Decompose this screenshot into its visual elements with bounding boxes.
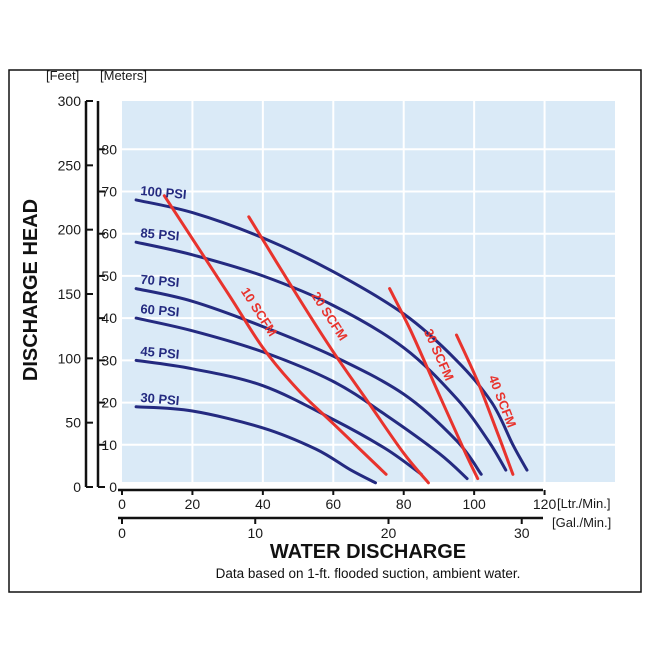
y-axis-title: DISCHARGE HEAD [20, 199, 42, 381]
liters-axis-tick-label: 100 [462, 496, 486, 512]
liters-axis-tick-label: 40 [255, 496, 271, 512]
air-curve-30-scfm [388, 287, 480, 481]
pressure-label-45-psi: 45 PSI [140, 343, 180, 361]
pressure-curve-60-psi [134, 316, 469, 481]
liters-axis-tick-label: 20 [185, 496, 201, 512]
chart-note: Data based on 1-ft. flooded suction, amb… [216, 566, 521, 581]
pressure-label-100-psi: 100 PSI [140, 183, 187, 202]
outer-frame [8, 69, 642, 593]
pressure-label-70-psi: 70 PSI [140, 272, 180, 290]
air-curve-20-scfm [247, 215, 430, 485]
pressure-label-60-psi: 60 PSI [140, 301, 180, 319]
left-axis-tick-label: 50 [65, 415, 81, 431]
pressure-label-85-psi: 85 PSI [140, 225, 180, 243]
liters-axis-tick-label: 80 [396, 496, 412, 512]
meters-axis-tick-label: 40 [101, 310, 117, 326]
meters-axis-tick-label: 60 [101, 226, 117, 242]
liters-axis-tick-label: 60 [325, 496, 341, 512]
liters-axis-tick-label: 120 [533, 496, 557, 512]
pressure-curve-70-psi [134, 287, 483, 476]
curves [134, 194, 529, 485]
meters-axis-tick-label: 20 [101, 395, 117, 411]
left-axis-unit: [Feet] [46, 68, 79, 83]
liters-axis-tick-label: 0 [118, 496, 126, 512]
gallons-axis-tick-label: 10 [247, 525, 263, 541]
meters-axis-tick-label: 50 [101, 268, 117, 284]
grid [122, 101, 615, 482]
air-curve-40-scfm [455, 333, 515, 476]
left-axis-tick-label: 250 [58, 157, 82, 173]
meters-axis-tick-label: 10 [101, 437, 117, 453]
x-axis-gallons-unit: [Gal./Min.] [552, 515, 611, 530]
pressure-curve-45-psi [134, 358, 423, 476]
meters-axis-tick-label: 80 [101, 141, 117, 157]
air-curve-10-scfm [162, 194, 388, 476]
gallons-axis-tick-label: 20 [381, 525, 397, 541]
left-axis-tick-label: 300 [58, 93, 82, 109]
x-axis-title: WATER DISCHARGE [270, 541, 466, 563]
x-axis-liters-unit: [Ltr./Min.] [557, 496, 610, 511]
left-axis-tick-label: 100 [58, 350, 82, 366]
left-axis-tick-label: 200 [58, 222, 82, 238]
right-axis-unit: [Meters] [100, 68, 147, 83]
gallons-axis-tick-label: 30 [514, 525, 530, 541]
pressure-label-30-psi: 30 PSI [140, 390, 180, 408]
meters-axis-tick-label: 30 [101, 352, 117, 368]
pressure-curve-30-psi [134, 405, 377, 485]
gallons-axis-tick-label: 0 [118, 525, 126, 541]
meters-axis-tick-label: 0 [109, 479, 117, 495]
left-axis-tick-label: 150 [58, 286, 82, 302]
left-axis-tick-label: 0 [73, 479, 81, 495]
meters-axis-tick-label: 70 [101, 184, 117, 200]
